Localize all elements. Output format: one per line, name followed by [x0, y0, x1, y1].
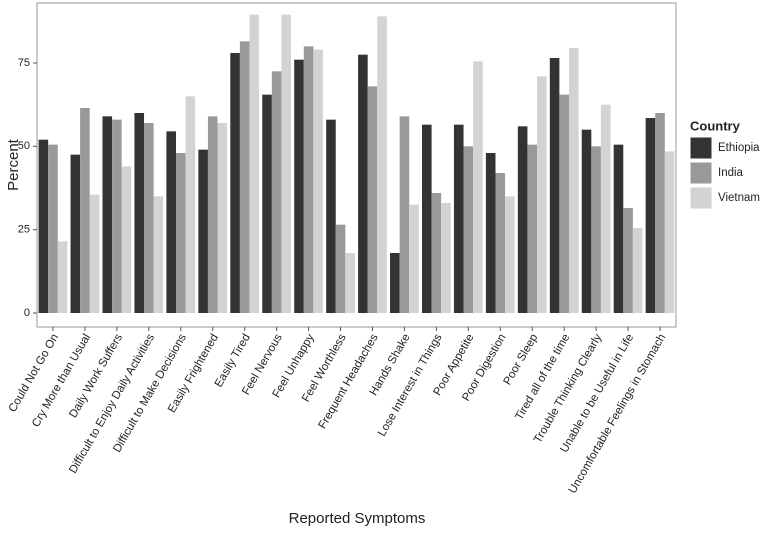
- bar: [505, 196, 515, 313]
- bar: [441, 203, 451, 313]
- bar: [431, 193, 442, 313]
- legend-label: Vietnam: [718, 192, 760, 204]
- bar: [568, 48, 579, 313]
- y-tick-label: 0: [24, 307, 30, 319]
- bar: [207, 116, 218, 313]
- bar: [655, 113, 665, 313]
- legend-key: [689, 186, 713, 210]
- bar: [367, 86, 378, 313]
- bar: [517, 126, 528, 313]
- bar: [294, 59, 304, 313]
- bar: [121, 166, 132, 313]
- bar: [463, 146, 474, 313]
- bar: [623, 208, 633, 313]
- bar: [80, 108, 90, 313]
- bar: [549, 58, 560, 313]
- bar: [473, 61, 483, 314]
- x-tick-label: Frequent Headaches: [317, 332, 381, 431]
- bar: [632, 228, 643, 313]
- bar: [217, 123, 228, 313]
- bar: [271, 71, 282, 313]
- bar: [645, 118, 656, 313]
- bar: [537, 76, 547, 313]
- bar: [48, 144, 58, 313]
- bar: [144, 123, 154, 313]
- bar: [485, 153, 496, 313]
- bar: [358, 54, 368, 314]
- x-tick-label: Cry More than Usual: [30, 332, 93, 429]
- bar: [495, 173, 506, 313]
- bar: [527, 144, 538, 313]
- y-axis-title: Percent: [5, 138, 22, 191]
- bar: [664, 151, 675, 313]
- bar: [409, 204, 419, 313]
- bar: [185, 96, 196, 313]
- bar: [421, 124, 432, 314]
- bar: [581, 129, 592, 313]
- bar: [399, 116, 410, 313]
- legend-key: [689, 161, 713, 185]
- legend-label: Ethiopia: [718, 142, 760, 154]
- bar: [57, 241, 68, 313]
- bar: [262, 94, 272, 314]
- bar: [390, 253, 400, 313]
- bar: [281, 14, 292, 314]
- bar: [591, 146, 601, 313]
- legend-label: India: [718, 167, 744, 179]
- bar: [303, 46, 314, 313]
- bar: [249, 14, 260, 314]
- bar: [239, 41, 250, 313]
- bar: [38, 139, 49, 313]
- bar: [613, 144, 624, 313]
- bar: [600, 104, 611, 314]
- bar: [326, 119, 336, 314]
- legend-title: Country: [690, 118, 741, 133]
- y-tick-label: 75: [18, 57, 30, 69]
- bar: [112, 119, 122, 314]
- bar: [153, 196, 164, 313]
- legend-key: [689, 136, 713, 160]
- bar: [70, 154, 81, 313]
- bar: [313, 49, 323, 314]
- bar: [198, 149, 208, 313]
- bar: [89, 194, 100, 313]
- bar: [453, 124, 464, 314]
- plot-area: [36, 2, 677, 328]
- y-tick-label: 25: [18, 224, 30, 236]
- bar: [230, 53, 240, 313]
- bar: [335, 224, 346, 313]
- bar: [559, 94, 569, 314]
- bar: [134, 113, 145, 313]
- bar: [345, 253, 355, 313]
- bar: [166, 131, 176, 313]
- y-tick-label: 50: [18, 140, 30, 152]
- bar: [377, 16, 387, 313]
- bar: [175, 153, 186, 313]
- bar: [102, 116, 113, 313]
- x-axis-title: Reported Symptoms: [289, 510, 426, 527]
